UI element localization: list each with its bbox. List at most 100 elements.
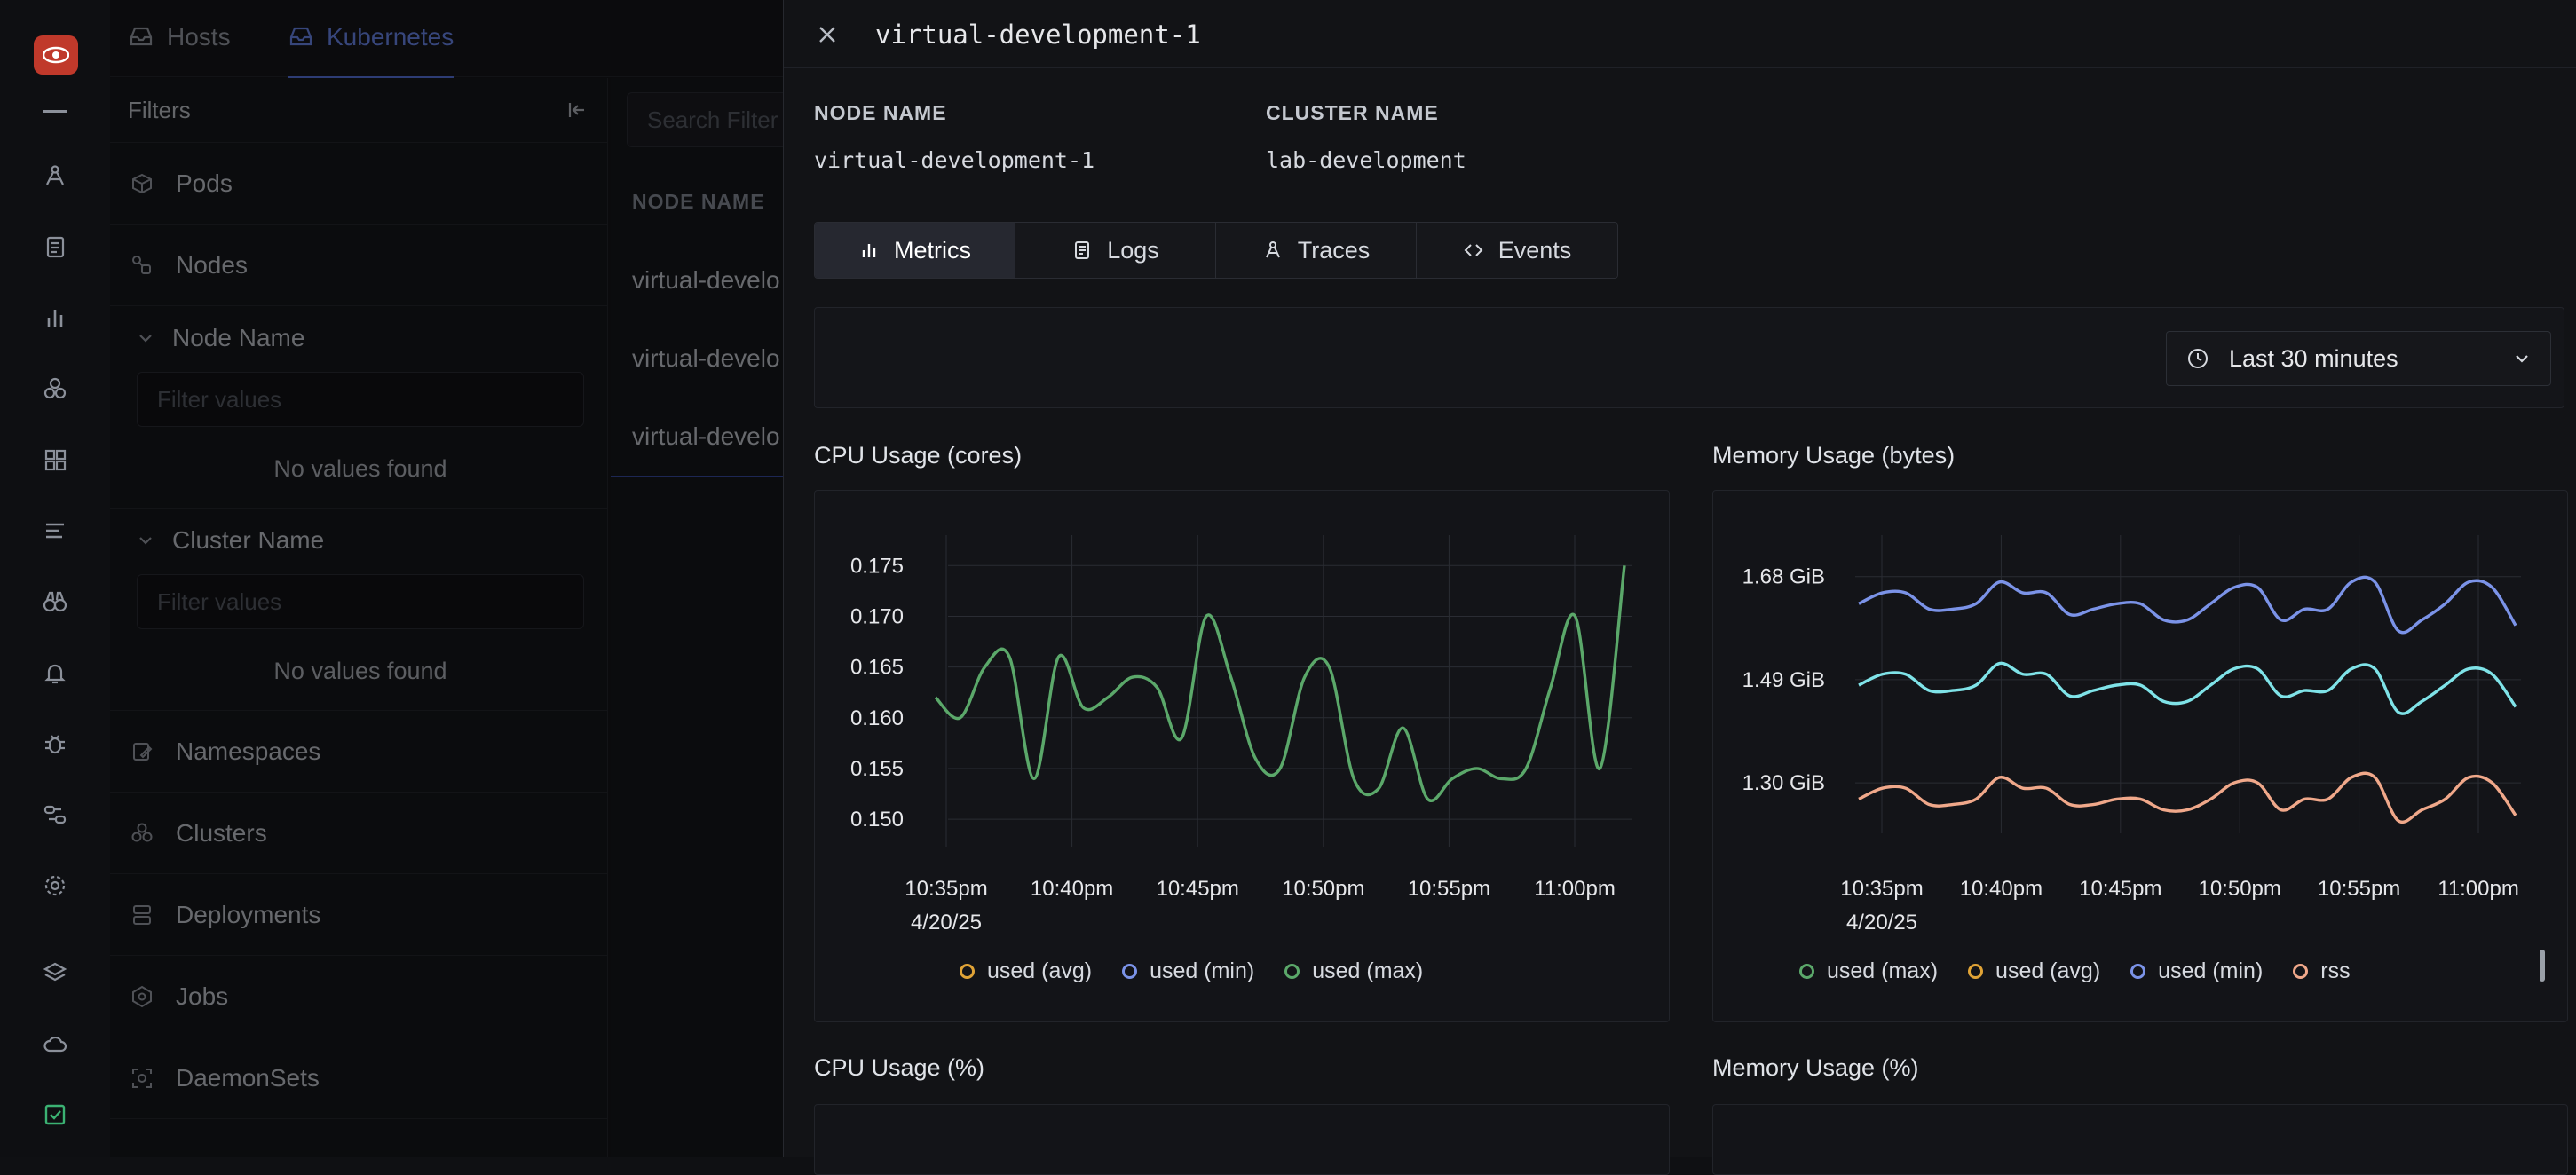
tab-label: Metrics <box>894 236 971 264</box>
y-tick-label: 0.150 <box>850 808 904 832</box>
dashboards-icon[interactable] <box>37 442 73 477</box>
collapse-dash-icon[interactable] <box>37 94 73 130</box>
x-tick-label: 10:45pm <box>2079 877 2161 901</box>
time-range-bar: Last 30 minutes <box>814 307 2564 408</box>
exceptions-bug-icon[interactable] <box>37 726 73 761</box>
logs-icon[interactable] <box>37 229 73 264</box>
legend-label: used (avg) <box>987 958 1093 983</box>
legend-label: used (avg) <box>1995 958 2101 983</box>
metrics-icon[interactable] <box>37 300 73 335</box>
modal-backdrop[interactable] <box>110 0 785 1157</box>
tab-metrics[interactable]: Metrics <box>815 223 1015 278</box>
layers-icon[interactable] <box>37 955 73 990</box>
x-tick-label: 10:55pm <box>2318 877 2400 901</box>
memory-usage-chart-panel: 1.30 GiB 1.49 GiB 1.68 GiB 10:35pm 10:40pm 10… <box>1712 490 2568 1022</box>
scrollbar-thumb[interactable] <box>2540 950 2545 982</box>
cpu-percent-title: CPU Usage (%) <box>814 1054 985 1081</box>
series-line-used-min- <box>1858 575 2517 635</box>
explore-binoculars-icon[interactable] <box>37 584 73 619</box>
legend-marker <box>1799 964 1814 979</box>
time-range-select[interactable]: Last 30 minutes <box>2166 331 2551 386</box>
legend-label: used (min) <box>1150 958 1255 983</box>
header-divider <box>784 67 2576 68</box>
x-tick-label: 11:00pm <box>2438 877 2519 901</box>
legend-item[interactable]: used (max) <box>1799 958 1938 984</box>
cpu-usage-chart: 0.150 0.155 0.160 0.165 0.170 0.175 10:35pm 10:… <box>850 535 1632 934</box>
tab-events[interactable]: Events <box>1417 223 1617 278</box>
legend-item[interactable]: used (min) <box>1122 958 1254 984</box>
bar-chart-icon <box>862 244 876 257</box>
node-details-drawer: virtual-development-1 NODE NAME virtual-… <box>783 0 2576 1175</box>
settings-gear-icon[interactable] <box>37 868 73 903</box>
cpu-usage-title: CPU Usage (cores) <box>814 442 1023 469</box>
list-icon[interactable] <box>37 513 73 548</box>
cpu-legend: used (avg) used (min) used (max) <box>960 958 1423 984</box>
x-tick-label: 10:45pm <box>1156 877 1238 901</box>
y-tick-label: 1.68 GiB <box>1742 565 1825 589</box>
tab-label: Logs <box>1107 236 1159 264</box>
series-line-used-max- <box>934 565 1626 802</box>
alerts-bell-icon[interactable] <box>37 655 73 690</box>
legend-marker <box>1284 964 1300 979</box>
tab-traces[interactable]: Traces <box>1216 223 1417 278</box>
series-line-used-max- <box>1858 661 2517 715</box>
time-range-value: Last 30 minutes <box>2229 344 2398 372</box>
code-icon <box>1464 244 1483 256</box>
drawer-header: virtual-development-1 <box>816 12 1201 57</box>
legend-item[interactable]: used (avg) <box>1968 958 2100 984</box>
clock-icon <box>2188 349 2208 368</box>
x-tick-label: 10:50pm <box>2198 877 2280 901</box>
y-tick-label: 0.175 <box>850 554 904 578</box>
close-icon[interactable] <box>816 23 839 46</box>
x-tick-label: 10:50pm <box>1282 877 1364 901</box>
legend-item[interactable]: used (max) <box>1284 958 1423 984</box>
x-tick-label: 10:55pm <box>1408 877 1490 901</box>
y-tick-label: 0.170 <box>850 604 904 628</box>
node-name-value: virtual-development-1 <box>814 147 1095 173</box>
legend-marker <box>2130 964 2146 979</box>
cpu-usage-chart-panel: 0.150 0.155 0.160 0.165 0.170 0.175 10:35pm 10:… <box>814 490 1670 1022</box>
y-tick-label: 1.30 GiB <box>1742 771 1825 795</box>
tab-label: Traces <box>1297 236 1371 264</box>
legend-item[interactable]: used (min) <box>2130 958 2263 984</box>
legend-item[interactable]: used (avg) <box>960 958 1092 984</box>
legend-marker <box>1968 964 1984 979</box>
x-tick-label: 10:35pm <box>905 877 987 901</box>
app-logo[interactable] <box>34 35 78 75</box>
x-tick-label: 10:40pm <box>1960 877 2043 901</box>
y-tick-label: 0.160 <box>850 706 904 730</box>
legend-item[interactable]: rss <box>2293 958 2351 984</box>
tab-label: Events <box>1497 236 1572 264</box>
cluster-name-label: CLUSTER NAME <box>1266 101 1439 124</box>
node-name-label: NODE NAME <box>814 101 947 124</box>
memory-usage-title: Memory Usage (bytes) <box>1712 442 1956 469</box>
drawer-title: virtual-development-1 <box>875 20 1201 50</box>
clusters-icon[interactable] <box>37 371 73 406</box>
tab-logs[interactable]: Logs <box>1015 223 1216 278</box>
left-icon-rail <box>0 0 111 1157</box>
legend-label: used (min) <box>2158 958 2264 983</box>
legend-marker <box>1122 964 1138 979</box>
x-date-label: 4/20/25 <box>911 911 982 934</box>
logs-icon <box>1075 241 1090 259</box>
cloud-icon[interactable] <box>37 1026 73 1061</box>
x-tick-label: 10:40pm <box>1031 877 1113 901</box>
memory-percent-title: Memory Usage (%) <box>1712 1054 1919 1081</box>
pipelines-icon[interactable] <box>37 797 73 832</box>
checklist-icon[interactable] <box>37 1097 73 1132</box>
x-tick-label: 11:00pm <box>1534 877 1616 901</box>
traces-icon[interactable] <box>37 158 73 193</box>
memory-usage-chart: 1.30 GiB 1.49 GiB 1.68 GiB 10:35pm 10:40pm 10… <box>1742 535 2521 934</box>
x-date-label: 4/20/25 <box>1846 911 1917 934</box>
x-tick-label: 10:35pm <box>1840 877 1923 901</box>
legend-label: rss <box>2320 958 2351 983</box>
memory-legend: used (max) used (avg) used (min) rss <box>1799 958 2351 984</box>
legend-label: used (max) <box>1827 958 1939 983</box>
detail-tabs: Metrics Logs Traces Events <box>814 222 1618 279</box>
y-tick-label: 0.165 <box>850 656 904 680</box>
chevron-down-icon <box>2516 355 2528 363</box>
memory-percent-chart-panel <box>1712 1104 2568 1175</box>
cpu-percent-chart-panel <box>814 1104 1670 1175</box>
cluster-name-value: lab-development <box>1266 147 1466 173</box>
series-line-rss <box>1858 771 2517 824</box>
